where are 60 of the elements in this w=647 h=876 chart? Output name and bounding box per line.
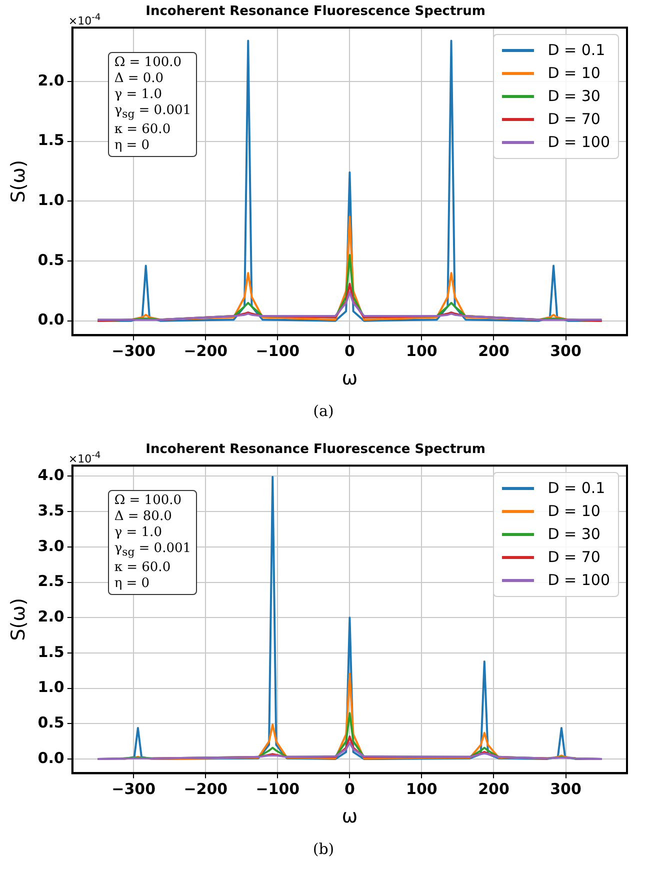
x-tick-label: 0 — [344, 342, 355, 360]
chart-title: Incoherent Resonance Fluorescence Spectrum — [146, 4, 486, 20]
annotation: γ$_{sg}$ = 0.001 — [114, 102, 192, 122]
annotation: γ = 1.0 — [114, 524, 163, 541]
x-tick-label: −200 — [184, 342, 228, 360]
y-axis-title: S(ω) — [7, 160, 30, 203]
y-tick-label: 0.0 — [38, 310, 64, 329]
x-tick-label: −100 — [256, 342, 300, 360]
text: (a) — [312, 402, 335, 420]
y-tick-label: 3.0 — [38, 536, 64, 555]
legend-label: D = 100 — [548, 571, 610, 590]
y-tick-label: 1.0 — [38, 678, 64, 696]
legend-label: D = 70 — [548, 110, 600, 128]
annotation: γ = 1.0 — [114, 86, 163, 103]
text: (b) — [312, 840, 336, 858]
legend-label: D = 10 — [548, 502, 600, 520]
text: ×10$^{-4}$ — [68, 12, 101, 28]
x-tick-label: 100 — [406, 342, 438, 360]
y-tick-label: 1.0 — [38, 191, 64, 210]
x-tick-label: −300 — [112, 780, 156, 798]
x-tick-label: 300 — [550, 342, 582, 360]
y-tick-label: 2.0 — [38, 608, 64, 626]
x-tick-label: 300 — [550, 780, 582, 798]
chart-title: Incoherent Resonance Fluorescence Spectrum — [146, 442, 486, 458]
legend-label: D = 100 — [548, 133, 610, 152]
legend-label: D = 30 — [548, 525, 600, 544]
x-tick-label: 200 — [478, 780, 510, 798]
y-tick-label: 2.0 — [38, 71, 64, 90]
x-tick-label: −100 — [256, 780, 300, 798]
y-tick-label: 0.0 — [38, 748, 64, 767]
y-tick-label: 1.5 — [38, 131, 64, 150]
legend-label: D = 0.1 — [548, 41, 606, 60]
y-tick-label: 2.5 — [38, 572, 64, 590]
y-tick-label: 3.5 — [38, 501, 64, 520]
annotation: κ = 60.0 — [114, 560, 172, 576]
legend-label: D = 0.1 — [548, 479, 606, 498]
annotation: Ω = 100.0 — [114, 54, 183, 71]
y-tick-label: 0.5 — [38, 250, 64, 269]
y-axis-title: S(ω) — [7, 598, 30, 641]
y-tick-label: 0.5 — [38, 714, 64, 732]
x-axis-title: ω — [342, 806, 358, 828]
x-tick-label: 100 — [406, 780, 438, 798]
annotation: η = 0 — [114, 576, 151, 592]
y-tick-label: 4.0 — [38, 466, 64, 484]
annotation: γ$_{sg}$ = 0.001 — [114, 540, 192, 560]
y-tick-label: 1.5 — [38, 642, 64, 661]
annotation: Δ = 80.0 — [114, 508, 173, 525]
x-tick-label: 200 — [478, 342, 510, 360]
annotation: κ = 60.0 — [114, 122, 172, 138]
text: ×10$^{-4}$ — [68, 450, 101, 466]
x-tick-label: 0 — [344, 780, 355, 798]
x-axis-title: ω — [342, 368, 358, 390]
x-tick-label: −300 — [112, 342, 156, 360]
legend-label: D = 10 — [548, 64, 600, 82]
legend-label: D = 30 — [548, 87, 600, 106]
annotation: Ω = 100.0 — [114, 492, 183, 509]
legend-label: D = 70 — [548, 548, 600, 566]
annotation: Δ = 0.0 — [114, 70, 165, 87]
x-tick-label: −200 — [184, 780, 228, 798]
annotation: η = 0 — [114, 138, 151, 154]
